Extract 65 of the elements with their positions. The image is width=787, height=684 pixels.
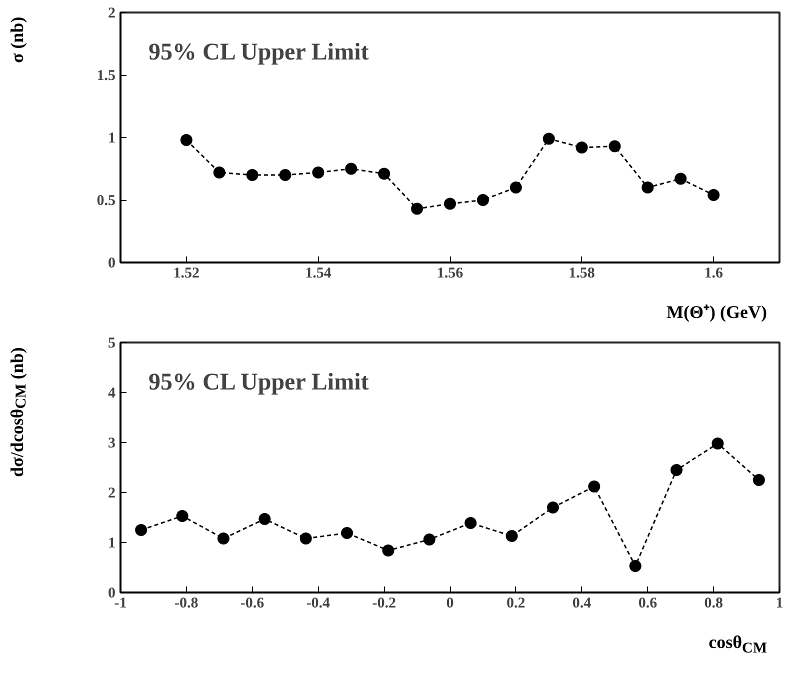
point bbox=[464, 517, 477, 529]
y-tick-label: 4 bbox=[108, 386, 116, 402]
point bbox=[476, 194, 489, 206]
x-tick-label: -0.2 bbox=[372, 596, 396, 612]
x-tick-label: 1.6 bbox=[704, 266, 724, 282]
point bbox=[176, 510, 188, 522]
point bbox=[712, 438, 724, 450]
point bbox=[608, 140, 621, 152]
point bbox=[642, 182, 654, 194]
point bbox=[382, 544, 394, 556]
y-tick-label: 2 bbox=[108, 6, 116, 22]
point bbox=[542, 132, 555, 145]
y-tick-label: 1 bbox=[108, 536, 116, 552]
x-axis-title: M(Θ⁺) (GeV) bbox=[666, 302, 767, 322]
y-tick-label: 1.5 bbox=[96, 68, 116, 84]
point bbox=[246, 169, 258, 181]
x-tick-label: -0.8 bbox=[174, 596, 198, 612]
x-tick-label: 0.6 bbox=[638, 596, 658, 612]
point bbox=[258, 513, 271, 525]
point bbox=[752, 474, 765, 486]
x-tick-label: -0.6 bbox=[240, 596, 265, 612]
y-tick-label: 0 bbox=[108, 256, 116, 272]
y-tick-label: 1 bbox=[108, 130, 116, 146]
point bbox=[300, 532, 312, 544]
point bbox=[411, 202, 424, 215]
point bbox=[629, 560, 642, 572]
point bbox=[510, 182, 522, 194]
point bbox=[588, 480, 600, 492]
x-tick-label: 0.8 bbox=[704, 596, 723, 612]
point bbox=[279, 169, 292, 181]
point bbox=[444, 198, 456, 210]
point bbox=[708, 189, 720, 201]
point bbox=[341, 527, 354, 539]
x-tick-label: 0.2 bbox=[506, 596, 526, 612]
x-tick-label: 0 bbox=[446, 596, 454, 612]
y-axis-title: σ (nb) bbox=[6, 17, 28, 66]
point bbox=[546, 502, 559, 514]
x-tick-label: 0.4 bbox=[572, 596, 592, 612]
x-tick-label: -0.4 bbox=[306, 596, 331, 612]
point bbox=[345, 162, 358, 175]
point bbox=[217, 532, 230, 544]
annotation: 95% CL Upper Limit bbox=[148, 40, 369, 66]
y-tick-label: 0.5 bbox=[96, 193, 116, 209]
point bbox=[180, 134, 192, 146]
y-tick-label: 0 bbox=[108, 586, 116, 602]
x-tick-label: 1.58 bbox=[568, 266, 595, 282]
point bbox=[670, 464, 683, 476]
y-tick-label: 5 bbox=[108, 336, 116, 352]
point bbox=[576, 142, 588, 154]
point bbox=[312, 166, 324, 178]
point bbox=[378, 168, 390, 180]
point bbox=[423, 534, 436, 546]
y-tick-label: 2 bbox=[108, 486, 116, 502]
point bbox=[506, 530, 518, 542]
x-tick-label: 1.54 bbox=[305, 266, 332, 282]
x-tick-label: 1.56 bbox=[436, 266, 464, 282]
x-axis-title: cosθ$_{CM}$ bbox=[708, 632, 767, 659]
point bbox=[674, 172, 687, 185]
x-tick-label: 1.52 bbox=[173, 266, 200, 282]
y-tick-label: 3 bbox=[108, 436, 116, 452]
x-tick-label: 1 bbox=[776, 596, 784, 612]
annotation: 95% CL Upper Limit bbox=[148, 370, 369, 396]
point bbox=[135, 524, 148, 536]
x-tick-label: -1 bbox=[114, 596, 127, 612]
point bbox=[213, 166, 226, 178]
